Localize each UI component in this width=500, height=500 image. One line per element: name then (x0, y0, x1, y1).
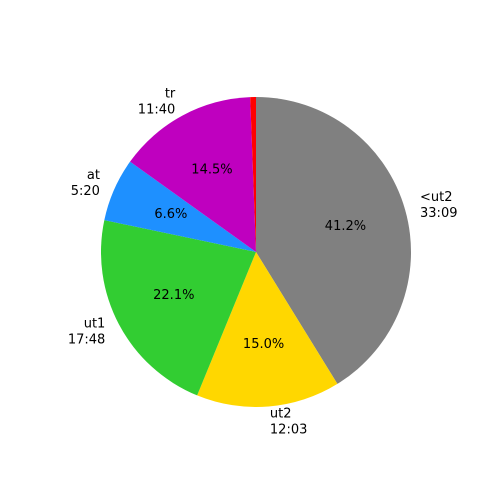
slice-time: 11:40 (138, 102, 175, 117)
slice-time: 12:03 (270, 422, 307, 437)
slice-label: ut1 (84, 316, 106, 331)
slice-time: 33:09 (420, 206, 457, 221)
percent-label: 6.6% (154, 207, 187, 222)
pie-slice (100, 220, 256, 396)
slice-label: <ut2 (420, 190, 453, 205)
pie-slice (250, 97, 256, 252)
slice-label: tr (165, 86, 176, 101)
pie-slice (104, 161, 256, 252)
slice-label: ut2 (270, 406, 292, 421)
percent-label: 22.1% (153, 288, 194, 303)
slice-label: at (87, 168, 100, 183)
percent-label: 41.2% (325, 219, 366, 234)
slice-time: 5:20 (71, 184, 100, 199)
percent-label: 15.0% (243, 337, 284, 352)
pie-slice (197, 252, 338, 407)
slice-time: 17:48 (68, 332, 105, 347)
pie-slice (256, 97, 411, 384)
pie-slice (130, 97, 256, 252)
percent-label: 14.5% (191, 163, 232, 178)
